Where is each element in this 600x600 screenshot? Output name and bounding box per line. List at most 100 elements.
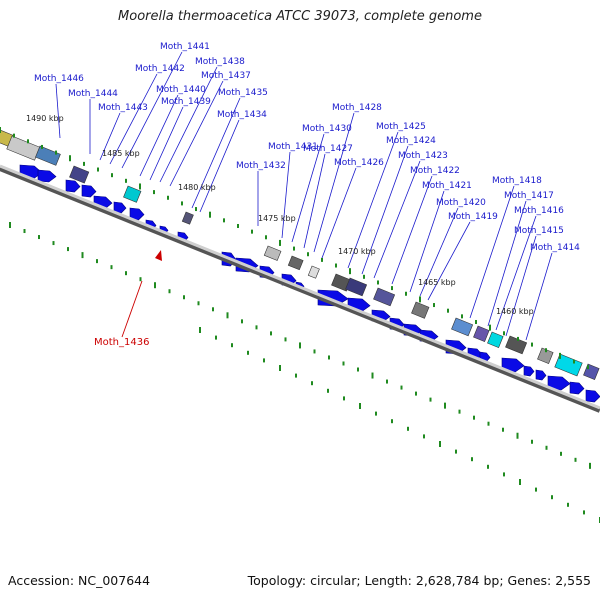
ruler-tick-lower [444,402,446,409]
ruler-tick-outer [407,426,409,431]
ruler-tick-upper [461,314,463,319]
ruler-tick-lower [139,277,142,282]
gene-label: Moth_1435 [218,88,268,98]
gene-label: Moth_1415 [514,226,564,236]
gene-box [123,185,142,203]
ruler-tick-lower [96,259,98,264]
callout-line [361,145,409,275]
gene-label: Moth_1426 [334,158,384,168]
ruler-tick-upper [349,268,351,275]
ruler-tick-upper [0,127,1,133]
gene-label: Moth_1423 [398,151,448,161]
callout-line [495,215,537,331]
ruler-tick-upper [83,161,85,166]
ruler-tick-outer [535,487,537,492]
ruler-tick-upper [293,246,295,251]
gene-label: Moth_1439 [161,97,211,107]
ruler-tick-lower [473,415,475,420]
callout-line [191,97,241,209]
gene-box [554,353,583,377]
ruler-tick-upper [139,183,141,190]
ruler-tick-upper [265,235,267,240]
ruler-tick-lower [487,421,490,426]
ruler-tick-upper [419,296,421,303]
ruler-tick-lower [183,295,185,300]
ruler-tick-upper [195,207,197,212]
kbp-label: 1475 kbp [258,214,296,223]
callout-line [159,66,218,183]
ruler-tick-lower [545,445,548,450]
gene-box [537,347,554,365]
ruler-tick-upper [181,201,183,206]
gene-label: Moth_1416 [514,206,564,216]
ruler-tick-lower [270,331,272,336]
callout-line [347,131,399,269]
gene-box [69,165,90,184]
ruler-tick-outer [247,350,249,355]
gene-box [487,331,504,349]
ruler-tick-outer [375,411,377,416]
callout-line [169,80,224,187]
gene-box [583,363,600,381]
ruler-tick-outer [311,381,313,386]
gene-label: Moth_1419 [448,212,498,222]
ruler-tick-outer [391,419,393,424]
callout-line [139,94,179,177]
gene-label: Moth_1417 [504,191,554,201]
ruler-tick-lower [313,349,316,354]
gene-label: Moth_1428 [332,103,382,113]
gene-label: Moth_1440 [156,85,206,95]
callout-line [99,112,121,161]
ruler-tick-lower [299,342,301,349]
ruler-tick-upper [55,150,57,155]
ruler-tick-outer [263,358,265,363]
callout-line [313,112,355,253]
ruler-tick-upper [489,324,491,331]
ruler-tick-lower [357,367,359,372]
callout-line [109,73,158,165]
ruler-tick-lower [212,307,214,312]
ruler-tick-upper [405,291,407,296]
ruler-tick-upper [13,133,15,138]
gene-label: Moth_1431 [268,142,318,152]
figure-title: Moorella thermoacetica ATCC 39073, compl… [118,9,482,24]
gene-arrow [585,389,600,403]
ruler-tick-lower [342,361,345,366]
topology-text: Topology: circular; Length: 2,628,784 bp… [247,573,591,588]
ruler-tick-upper [447,308,449,313]
gene-arrow [523,365,535,377]
ruler-tick-lower [458,409,461,414]
gene-arrow [113,201,127,214]
callout-line [281,151,291,239]
ruler-tick-lower [560,451,562,456]
gene-label: Moth_1441 [160,42,210,52]
ruler-tick-outer [295,373,297,378]
gene-box [473,325,490,343]
accession-text: Accession: NC_007644 [8,573,151,588]
gene-label: Moth_1427 [303,144,353,154]
ruler-tick-outer [487,464,489,469]
ruler-tick-outer [471,457,473,462]
ruler-tick-upper [111,173,113,178]
callout-line [505,235,537,337]
callout-line [303,153,326,249]
gene-box [411,301,430,319]
ruler-tick-upper [223,218,225,223]
ruler-tick-upper [531,342,533,347]
gene-label: Moth_1438 [195,57,245,67]
callout-line [525,252,553,341]
ruler-tick-upper [517,336,519,341]
gene-label: Moth_1425 [376,122,426,132]
gene-label: Moth_1443 [98,103,148,113]
kbp-label: 1480 kbp [178,183,216,192]
ruler-tick-upper [209,211,211,218]
ruler-tick-lower [81,252,84,259]
callout-line [121,51,183,169]
ruler-tick-outer [519,479,521,485]
gene-label: Moth_1444 [68,89,118,99]
kbp-label: 1465 kbp [418,278,456,287]
backbone-line [0,164,600,410]
ruler-tick-upper [153,190,155,195]
